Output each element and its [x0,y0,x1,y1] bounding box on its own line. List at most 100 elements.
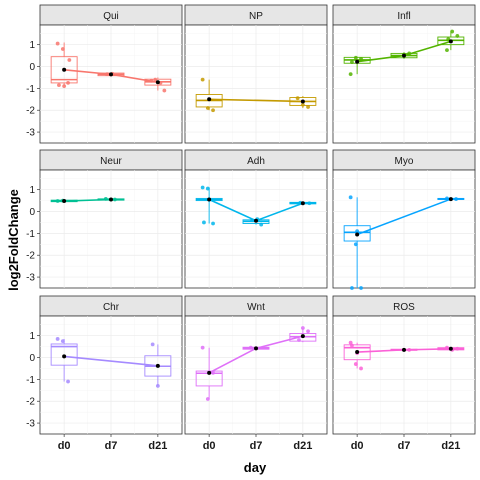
mean-point [254,218,258,223]
data-point [205,106,210,110]
mean-point [355,350,360,355]
data-point [446,37,451,42]
data-point [162,88,167,93]
mean-point [155,363,160,368]
mean-point [62,199,67,204]
mean-point [448,39,453,44]
data-point [359,286,363,290]
data-point [155,384,160,388]
facet-panel-myo: Myo [332,149,476,290]
facet-strip-label: Neur [100,156,122,167]
data-point [62,84,67,89]
x-tick-label: d0 [203,440,216,452]
facet-panel-qui: Qui [39,4,183,144]
mean-point [207,370,212,375]
mean-point [254,346,258,351]
data-point [200,77,205,82]
x-axis-title: day [244,460,267,475]
data-point [407,51,412,56]
data-point [60,47,65,51]
mean-point [62,354,67,359]
y-tick-label: 1 [29,40,35,51]
y-tick-label: 1 [29,331,35,342]
x-tick-label: d7 [398,440,411,452]
x-tick-label: d0 [351,440,364,452]
data-point [350,286,354,290]
y-tick-label: -1 [26,229,35,240]
mean-trend-line [209,98,303,103]
data-point [259,222,264,227]
mean-point [207,97,212,102]
mean-trend-line [356,198,452,236]
facet-strip-label: Chr [103,302,120,313]
y-tick-label: 0 [29,353,35,364]
mean-point [207,197,212,202]
data-point [153,77,158,82]
data-point [211,108,215,113]
mean-point [109,72,113,77]
data-point [66,81,70,85]
data-point [55,337,60,341]
y-tick-label: -3 [26,419,35,430]
data-point [348,195,353,200]
x-tick-label: d7 [105,440,118,452]
data-point [149,78,154,83]
data-point [55,41,60,46]
panels: Qui NP Infl Neur Adh Myo Chr Wnt ROS [39,4,476,435]
x-tick-label: d7 [250,440,263,452]
mean-point [62,67,67,72]
data-point [150,342,155,347]
box-iqr [343,225,371,242]
data-point [248,345,253,350]
facet-panel-wnt: Wnt [184,295,328,435]
mean-point [300,99,305,104]
y-tick-label: -3 [26,128,35,139]
mean-trend-line [64,198,112,202]
mean-point [448,346,453,351]
data-point [348,72,353,77]
data-point [205,397,210,401]
facet-strip-label: Infl [397,11,410,22]
mean-point [300,334,305,339]
y-axis-title: log2FoldChange [6,189,21,291]
mean-point [402,53,406,58]
x-tick-label: d0 [58,440,71,452]
mean-point [355,59,360,64]
mean-point [109,197,113,202]
data-point [353,362,358,366]
x-tick-label: d21 [441,440,460,452]
data-point [250,218,255,223]
box-iqr [50,56,78,84]
data-point [300,102,305,107]
data-point [200,345,205,350]
y-tick-label: -2 [26,397,35,408]
facet-strip-label: Myo [395,156,414,167]
x-tick-label: d21 [293,440,312,452]
data-point [445,196,449,201]
data-point [202,220,206,225]
y-tick-label: 0 [29,62,35,73]
mean-trend-line [64,355,158,367]
y-tick-label: -3 [26,273,35,284]
y-axes: 1 0 -1 -2 -3 1 0 -1 -2 -3 1 0 -1 -2 -3 [26,40,40,430]
data-point [103,196,108,201]
facet-strip-label: NP [249,11,263,22]
x-axes: d0 d7 d21 d0 d7 d21 d0 d7 d21 [58,434,460,452]
data-point [353,242,358,247]
data-point [455,34,460,38]
data-point [450,29,455,34]
facet-strip-label: Qui [103,11,119,22]
y-tick-label: -1 [26,84,35,95]
facet-panel-neur: Neur [39,149,183,289]
mean-point [155,80,160,85]
y-tick-label: 1 [29,185,35,196]
mean-point [448,197,453,202]
facet-strip-label: ROS [393,302,415,313]
data-point [350,60,354,65]
data-point [359,56,363,61]
data-point [454,197,458,201]
y-tick-label: -2 [26,106,35,117]
data-point [211,370,215,375]
data-point [407,347,412,352]
